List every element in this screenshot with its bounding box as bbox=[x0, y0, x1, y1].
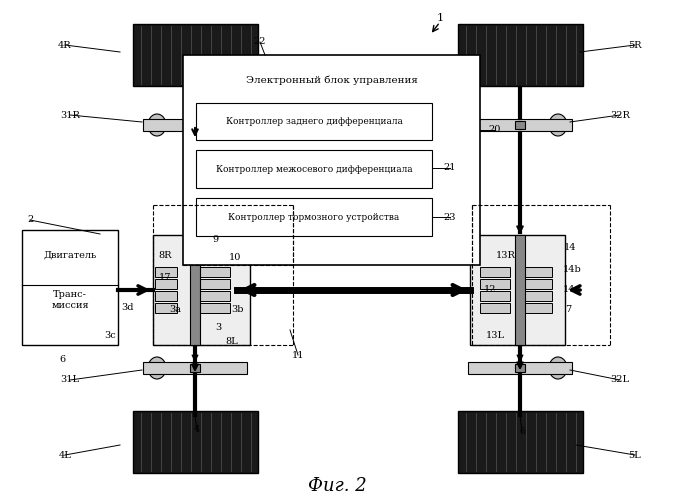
Bar bbox=[183, 55, 480, 265]
Bar bbox=[143, 362, 247, 374]
Bar bbox=[155, 267, 177, 277]
Bar bbox=[155, 303, 177, 313]
Bar bbox=[196, 198, 432, 236]
Bar bbox=[468, 362, 572, 374]
Bar bbox=[200, 291, 230, 301]
Bar bbox=[515, 235, 525, 345]
Bar bbox=[522, 291, 552, 301]
Bar bbox=[190, 235, 200, 345]
Text: 7: 7 bbox=[565, 306, 571, 314]
Bar bbox=[522, 279, 552, 289]
Bar bbox=[190, 121, 200, 129]
Text: 5L: 5L bbox=[629, 450, 642, 460]
Bar bbox=[480, 279, 510, 289]
Text: 17: 17 bbox=[159, 274, 171, 282]
Text: 10: 10 bbox=[228, 254, 241, 262]
Text: 8L: 8L bbox=[226, 338, 239, 346]
Text: 23: 23 bbox=[443, 212, 456, 222]
Text: Двигатель: Двигатель bbox=[43, 250, 96, 260]
Bar bbox=[480, 303, 510, 313]
Text: 12: 12 bbox=[484, 286, 496, 294]
Text: Электронный блок управления: Электронный блок управления bbox=[245, 75, 417, 85]
Text: 8R: 8R bbox=[158, 250, 172, 260]
Text: 3c: 3c bbox=[104, 330, 116, 340]
Text: 3b: 3b bbox=[232, 306, 244, 314]
Bar bbox=[190, 364, 200, 372]
Text: Транс-
миссия: Транс- миссия bbox=[51, 290, 89, 310]
Text: 20: 20 bbox=[489, 126, 501, 134]
Text: 21: 21 bbox=[443, 164, 456, 172]
Bar bbox=[153, 235, 250, 345]
Text: 3a: 3a bbox=[169, 306, 181, 314]
Text: 5R: 5R bbox=[628, 40, 642, 50]
Text: 14b: 14b bbox=[563, 266, 582, 274]
Bar bbox=[22, 230, 118, 345]
Text: 4: 4 bbox=[194, 426, 200, 434]
Ellipse shape bbox=[148, 357, 166, 379]
Ellipse shape bbox=[549, 114, 567, 136]
Text: 6: 6 bbox=[519, 428, 525, 436]
Text: Контроллер заднего дифференциала: Контроллер заднего дифференциала bbox=[226, 117, 402, 126]
Text: Контроллер тормозного устройства: Контроллер тормозного устройства bbox=[228, 212, 400, 222]
Text: 32R: 32R bbox=[610, 110, 630, 120]
Text: 2: 2 bbox=[27, 216, 33, 224]
Bar bbox=[480, 291, 510, 301]
Text: 14a: 14a bbox=[563, 286, 581, 294]
Text: 13R: 13R bbox=[496, 250, 516, 260]
Bar bbox=[470, 235, 565, 345]
Text: 3d: 3d bbox=[121, 304, 133, 312]
Text: 31R: 31R bbox=[60, 110, 80, 120]
Bar bbox=[143, 119, 247, 131]
Ellipse shape bbox=[148, 114, 166, 136]
Text: 9: 9 bbox=[212, 236, 218, 244]
Bar bbox=[133, 24, 258, 86]
Bar bbox=[155, 291, 177, 301]
Bar bbox=[468, 119, 572, 131]
Bar bbox=[458, 24, 583, 86]
Ellipse shape bbox=[549, 357, 567, 379]
Text: 32L: 32L bbox=[611, 376, 630, 384]
Text: 13L: 13L bbox=[485, 330, 505, 340]
Bar bbox=[196, 150, 432, 188]
Bar bbox=[522, 303, 552, 313]
Bar bbox=[480, 267, 510, 277]
Bar bbox=[133, 411, 258, 473]
Text: 4R: 4R bbox=[58, 40, 72, 50]
Text: 31L: 31L bbox=[61, 376, 80, 384]
Bar bbox=[200, 279, 230, 289]
Text: 22: 22 bbox=[253, 38, 266, 46]
Text: 11: 11 bbox=[292, 350, 304, 360]
Text: 3: 3 bbox=[215, 324, 221, 332]
Bar bbox=[515, 364, 525, 372]
Text: Фиг. 2: Фиг. 2 bbox=[307, 477, 367, 495]
Bar bbox=[522, 267, 552, 277]
Text: Контроллер межосевого дифференциала: Контроллер межосевого дифференциала bbox=[216, 164, 412, 173]
Bar bbox=[200, 267, 230, 277]
Bar bbox=[515, 121, 525, 129]
Bar bbox=[458, 411, 583, 473]
Text: 14: 14 bbox=[563, 244, 576, 252]
Text: 4L: 4L bbox=[59, 450, 71, 460]
Bar bbox=[155, 279, 177, 289]
Bar bbox=[196, 103, 432, 140]
Text: 6: 6 bbox=[59, 356, 65, 364]
Text: 1: 1 bbox=[437, 13, 443, 23]
Bar bbox=[200, 303, 230, 313]
